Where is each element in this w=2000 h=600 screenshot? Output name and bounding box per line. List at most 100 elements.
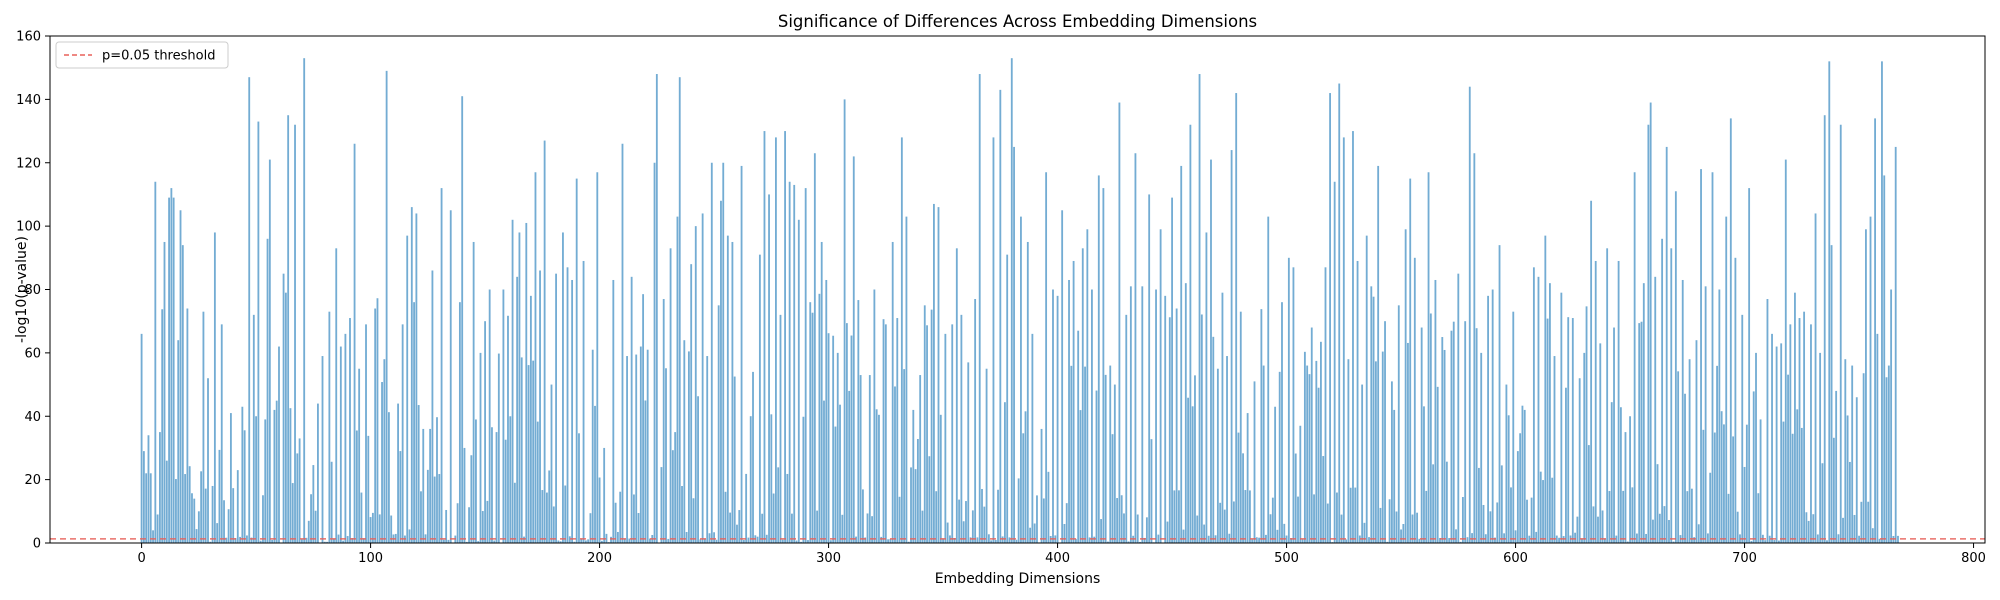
- bar-dim-6: [154, 181, 157, 543]
- bar-dim-454: [1180, 165, 1183, 544]
- bar-dim-659: [1649, 102, 1652, 543]
- bar-dim-333: [903, 369, 906, 543]
- bar-dim-119: [413, 302, 416, 543]
- bar-dim-100: [369, 517, 372, 543]
- bar-dim-87: [339, 346, 342, 543]
- bar-dim-265: [747, 537, 750, 543]
- bar-dim-417: [1095, 390, 1098, 543]
- bar-dim-18: [181, 245, 184, 543]
- bar-dim-71: [303, 58, 306, 544]
- bar-dim-347: [935, 491, 938, 543]
- bar-dim-34: [218, 449, 221, 543]
- bar-dim-575: [1457, 273, 1460, 543]
- bar-dim-326: [887, 539, 890, 543]
- bar-dim-352: [946, 522, 949, 543]
- bar-dim-554: [1409, 178, 1412, 543]
- bar-dim-686: [1711, 172, 1714, 543]
- bar-dim-712: [1771, 333, 1773, 543]
- bar-dim-58: [273, 409, 276, 543]
- bar-dim-642: [1610, 402, 1613, 543]
- bar-dim-744: [1844, 359, 1847, 543]
- bar-dim-272: [763, 131, 766, 543]
- bar-dim-324: [882, 319, 885, 543]
- bar-dim-456: [1184, 283, 1187, 543]
- bar-dim-339: [916, 439, 919, 543]
- bar-series: [140, 58, 1899, 544]
- bar-dim-26: [200, 471, 203, 543]
- bar-dim-729: [1810, 324, 1812, 543]
- bar-dim-696: [1734, 257, 1737, 543]
- bar-dim-296: [818, 293, 821, 543]
- bar-dim-206: [612, 279, 615, 543]
- bar-dim-514: [1317, 387, 1320, 543]
- bar-dim-312: [855, 536, 857, 543]
- bar-dim-22: [191, 493, 193, 543]
- bar-dim-400: [1056, 295, 1059, 543]
- bar-dim-307: [843, 99, 846, 544]
- bar-dim-341: [921, 510, 924, 543]
- bar-dim-623: [1567, 317, 1570, 543]
- bar-dim-731: [1814, 213, 1817, 543]
- bar-dim-381: [1013, 146, 1015, 543]
- bar-dim-472: [1221, 292, 1224, 543]
- bar-dim-504: [1294, 453, 1297, 543]
- bar-dim-358: [960, 314, 963, 543]
- bar-dim-173: [536, 421, 539, 543]
- bar-dim-525: [1342, 137, 1345, 543]
- bar-dim-81: [326, 541, 328, 543]
- legend-box: [55, 41, 229, 69]
- bar-dim-366: [978, 74, 981, 544]
- bar-dim-519: [1329, 93, 1331, 543]
- bar-dim-394: [1042, 498, 1045, 543]
- bar-dim-199: [596, 172, 599, 543]
- bar-dim-334: [905, 216, 908, 543]
- bar-dim-293: [811, 312, 814, 543]
- bar-dim-395: [1045, 172, 1048, 543]
- y-tick-label: 140: [16, 93, 41, 108]
- bar-dim-125: [426, 469, 429, 543]
- bar-dim-416: [1093, 536, 1096, 543]
- bar-dim-728: [1807, 520, 1810, 543]
- bar-dim-53: [262, 495, 264, 543]
- bar-dim-664: [1661, 238, 1664, 544]
- bar-dim-11: [165, 460, 168, 543]
- bar-dim-331: [898, 496, 901, 543]
- bar-dim-492: [1267, 216, 1270, 543]
- bar-dim-56: [268, 159, 271, 543]
- bar-dim-730: [1812, 514, 1815, 543]
- bar-dim-544: [1386, 541, 1389, 543]
- bar-dim-3: [147, 435, 150, 543]
- bar-dim-29: [207, 378, 209, 543]
- bar-dim-143: [468, 507, 470, 543]
- y-tick-label: 160: [16, 30, 41, 45]
- bar-dim-495: [1274, 406, 1277, 543]
- bar-dim-529: [1352, 131, 1354, 543]
- bar-dim-701: [1745, 424, 1748, 543]
- bar-dim-539: [1374, 361, 1377, 543]
- bar-dim-630: [1583, 352, 1586, 544]
- bar-dim-365: [976, 537, 979, 543]
- bar-dim-570: [1445, 461, 1448, 543]
- bar-dim-415: [1091, 289, 1093, 543]
- bar-dim-563: [1429, 313, 1432, 543]
- bar-dim-461: [1196, 515, 1199, 543]
- bar-dim-513: [1315, 360, 1318, 543]
- bar-dim-264: [745, 473, 748, 543]
- bar-dim-482: [1244, 490, 1247, 543]
- bar-dim-566: [1436, 386, 1439, 543]
- bar-dim-291: [807, 540, 809, 543]
- bar-dim-191: [578, 433, 580, 543]
- bar-dim-653: [1636, 533, 1638, 543]
- bar-dim-735: [1823, 115, 1826, 543]
- bar-dim-631: [1585, 306, 1588, 543]
- bar-dim-188: [571, 279, 574, 543]
- bar-dim-445: [1159, 229, 1162, 544]
- bar-dim-219: [642, 294, 645, 543]
- bar-dim-567: [1439, 537, 1441, 543]
- bar-dim-210: [621, 143, 624, 544]
- bar-dim-709: [1764, 540, 1767, 543]
- bar-dim-507: [1301, 539, 1304, 543]
- bar-dim-523: [1338, 83, 1341, 543]
- bar-dim-114: [401, 324, 404, 543]
- bar-dim-675: [1686, 491, 1689, 543]
